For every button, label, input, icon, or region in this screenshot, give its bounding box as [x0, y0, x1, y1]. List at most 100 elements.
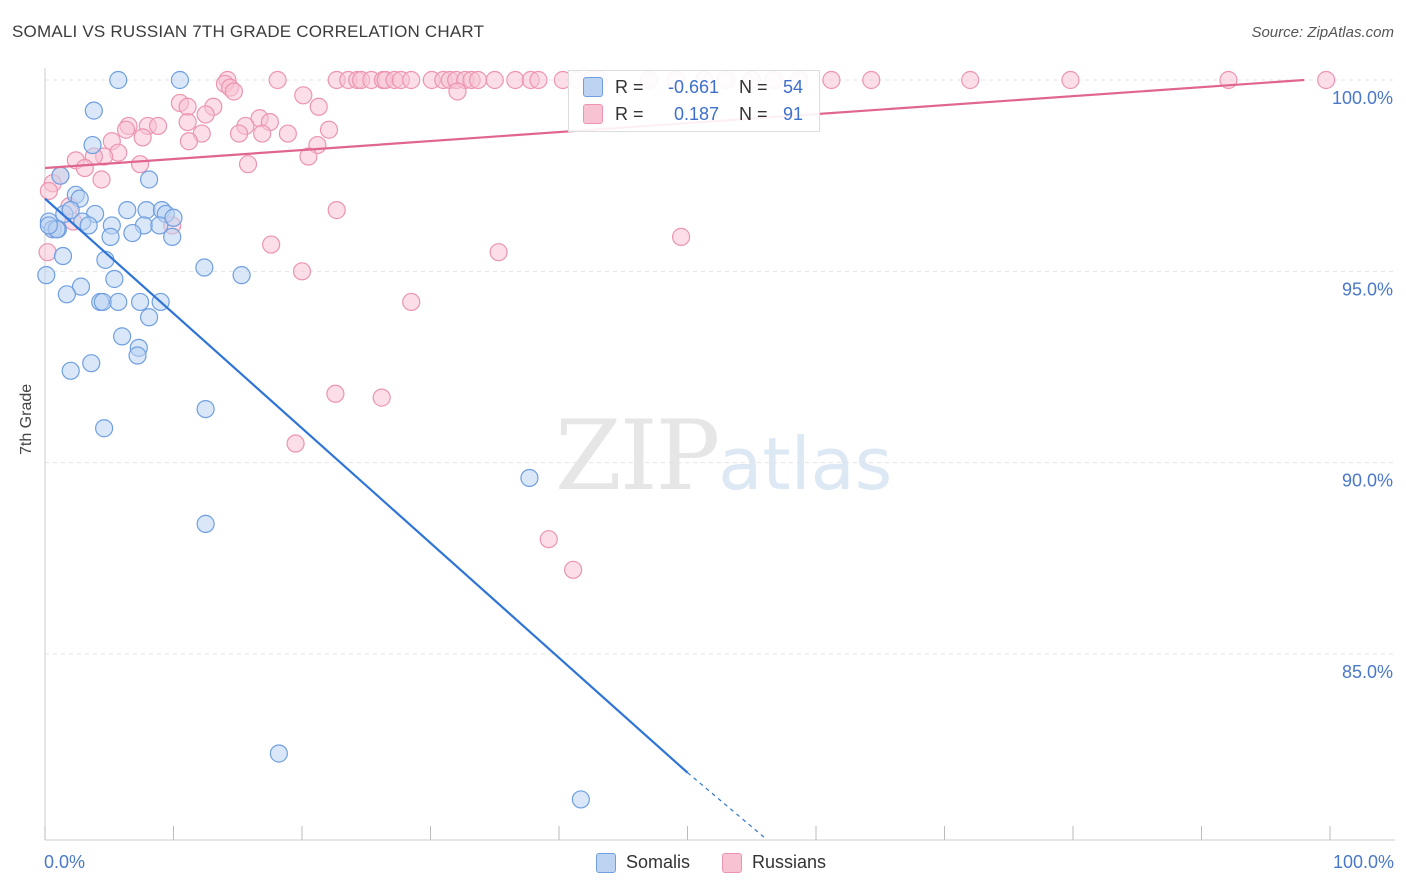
somali-point [71, 277, 91, 296]
somali-point [53, 246, 73, 266]
y-tick-label: 100.0% [1332, 88, 1393, 108]
somali-point [93, 292, 112, 312]
somali-point [37, 266, 56, 285]
russian-point [1061, 70, 1080, 90]
somali-point [137, 201, 156, 220]
series-legend: Somalis Russians [596, 852, 858, 873]
legend-row-somalis: R = -0.661 N = 54 [583, 76, 803, 98]
russian-point [292, 262, 312, 281]
somalis-n-value: 54 [782, 76, 803, 97]
russian-point [130, 155, 150, 174]
russian-point [92, 170, 111, 189]
russian-point [961, 70, 980, 90]
somalis-r-value: -0.661 [667, 76, 719, 97]
legend-row-russians: R = 0.187 N = 91 [583, 103, 803, 125]
russian-point [506, 70, 525, 90]
russians-n-label: N = [739, 103, 768, 124]
russian-point [224, 82, 243, 101]
somali-point [57, 285, 76, 304]
russian-point [116, 120, 136, 139]
somali-point [170, 70, 190, 90]
russians-legend-label: Russians [752, 852, 827, 872]
russian-point [75, 158, 94, 178]
russian-point [309, 97, 328, 116]
somali-point [164, 208, 183, 227]
russian-point [196, 105, 215, 124]
zipatlas-watermark: ZIPatlas [555, 400, 892, 512]
russian-point [319, 120, 339, 139]
russian-point [238, 155, 258, 174]
somali-point [61, 361, 80, 380]
somalis-r-label: R = [615, 76, 644, 97]
russian-point [229, 124, 249, 143]
x-tick-label-min: 0.0% [44, 852, 86, 872]
russians-r-value: 0.187 [673, 103, 719, 124]
russian-point [671, 227, 691, 246]
russians-r-label: R = [615, 103, 644, 124]
legend-item-somalis[interactable]: Somalis [596, 852, 690, 873]
russian-point [253, 124, 272, 143]
somali-point [82, 354, 101, 373]
russian-point [278, 124, 297, 143]
chart-title: SOMALI VS RUSSIAN 7TH GRADE CORRELATION … [12, 22, 485, 41]
russian-point [822, 70, 841, 90]
russian-point [294, 86, 313, 105]
y-tick-label: 85.0% [1342, 662, 1393, 682]
somali-point [112, 327, 132, 346]
russian-point [402, 292, 421, 312]
somali-point [101, 227, 120, 246]
source-label: Source: ZipAtlas.com [1251, 24, 1394, 41]
russian-point [179, 132, 199, 151]
russian-point [862, 70, 881, 90]
russian-point [327, 201, 346, 220]
legend-item-russians[interactable]: Russians [722, 852, 826, 873]
somali-point [118, 201, 137, 220]
somalis-n-label: N = [739, 76, 768, 97]
somali-point [61, 201, 80, 220]
somali-point [195, 258, 214, 277]
somali-point [105, 269, 124, 289]
somali-point [130, 292, 150, 312]
somali-trend-line [44, 197, 689, 774]
somali-point [139, 170, 159, 189]
russians-n-value: 91 [782, 103, 803, 124]
russian-point [1317, 70, 1336, 90]
russian-point [539, 530, 558, 549]
russian-point [448, 82, 467, 101]
y-tick-label: 95.0% [1342, 279, 1393, 299]
somali-point [109, 292, 128, 312]
somali-point [128, 346, 147, 365]
somali-point [84, 101, 103, 120]
somali-point [196, 399, 215, 419]
russian-point [485, 70, 504, 90]
somalis-legend-swatch [596, 852, 616, 873]
somali-point [571, 790, 590, 809]
y-tick-label: 90.0% [1342, 471, 1393, 491]
somali-point [79, 216, 98, 235]
somali-point [109, 70, 128, 90]
russian-point [299, 147, 318, 166]
somali-point [163, 227, 182, 246]
somali-point [150, 216, 169, 235]
somali-trend-extension [687, 772, 765, 839]
somali-point [39, 216, 58, 235]
somali-point [196, 514, 215, 533]
somali-point [520, 468, 539, 488]
russian-point [286, 434, 305, 453]
x-tick-label-max: 100.0% [1332, 852, 1394, 872]
russian-point [529, 70, 548, 90]
russians-legend-swatch [722, 852, 743, 873]
russian-point [178, 112, 197, 132]
somalis-swatch [583, 77, 603, 97]
russian-point [489, 243, 508, 262]
russian-point [39, 181, 58, 201]
somali-point [51, 166, 70, 185]
russian-point [268, 70, 287, 90]
russian-point [402, 70, 421, 90]
stats-legend: R = -0.661 N = 54 R = 0.187 N = 91 [568, 70, 820, 132]
russian-point [326, 384, 345, 403]
russian-point [372, 388, 391, 407]
watermark-zip: ZIP [555, 400, 720, 512]
somali-point [123, 223, 142, 243]
